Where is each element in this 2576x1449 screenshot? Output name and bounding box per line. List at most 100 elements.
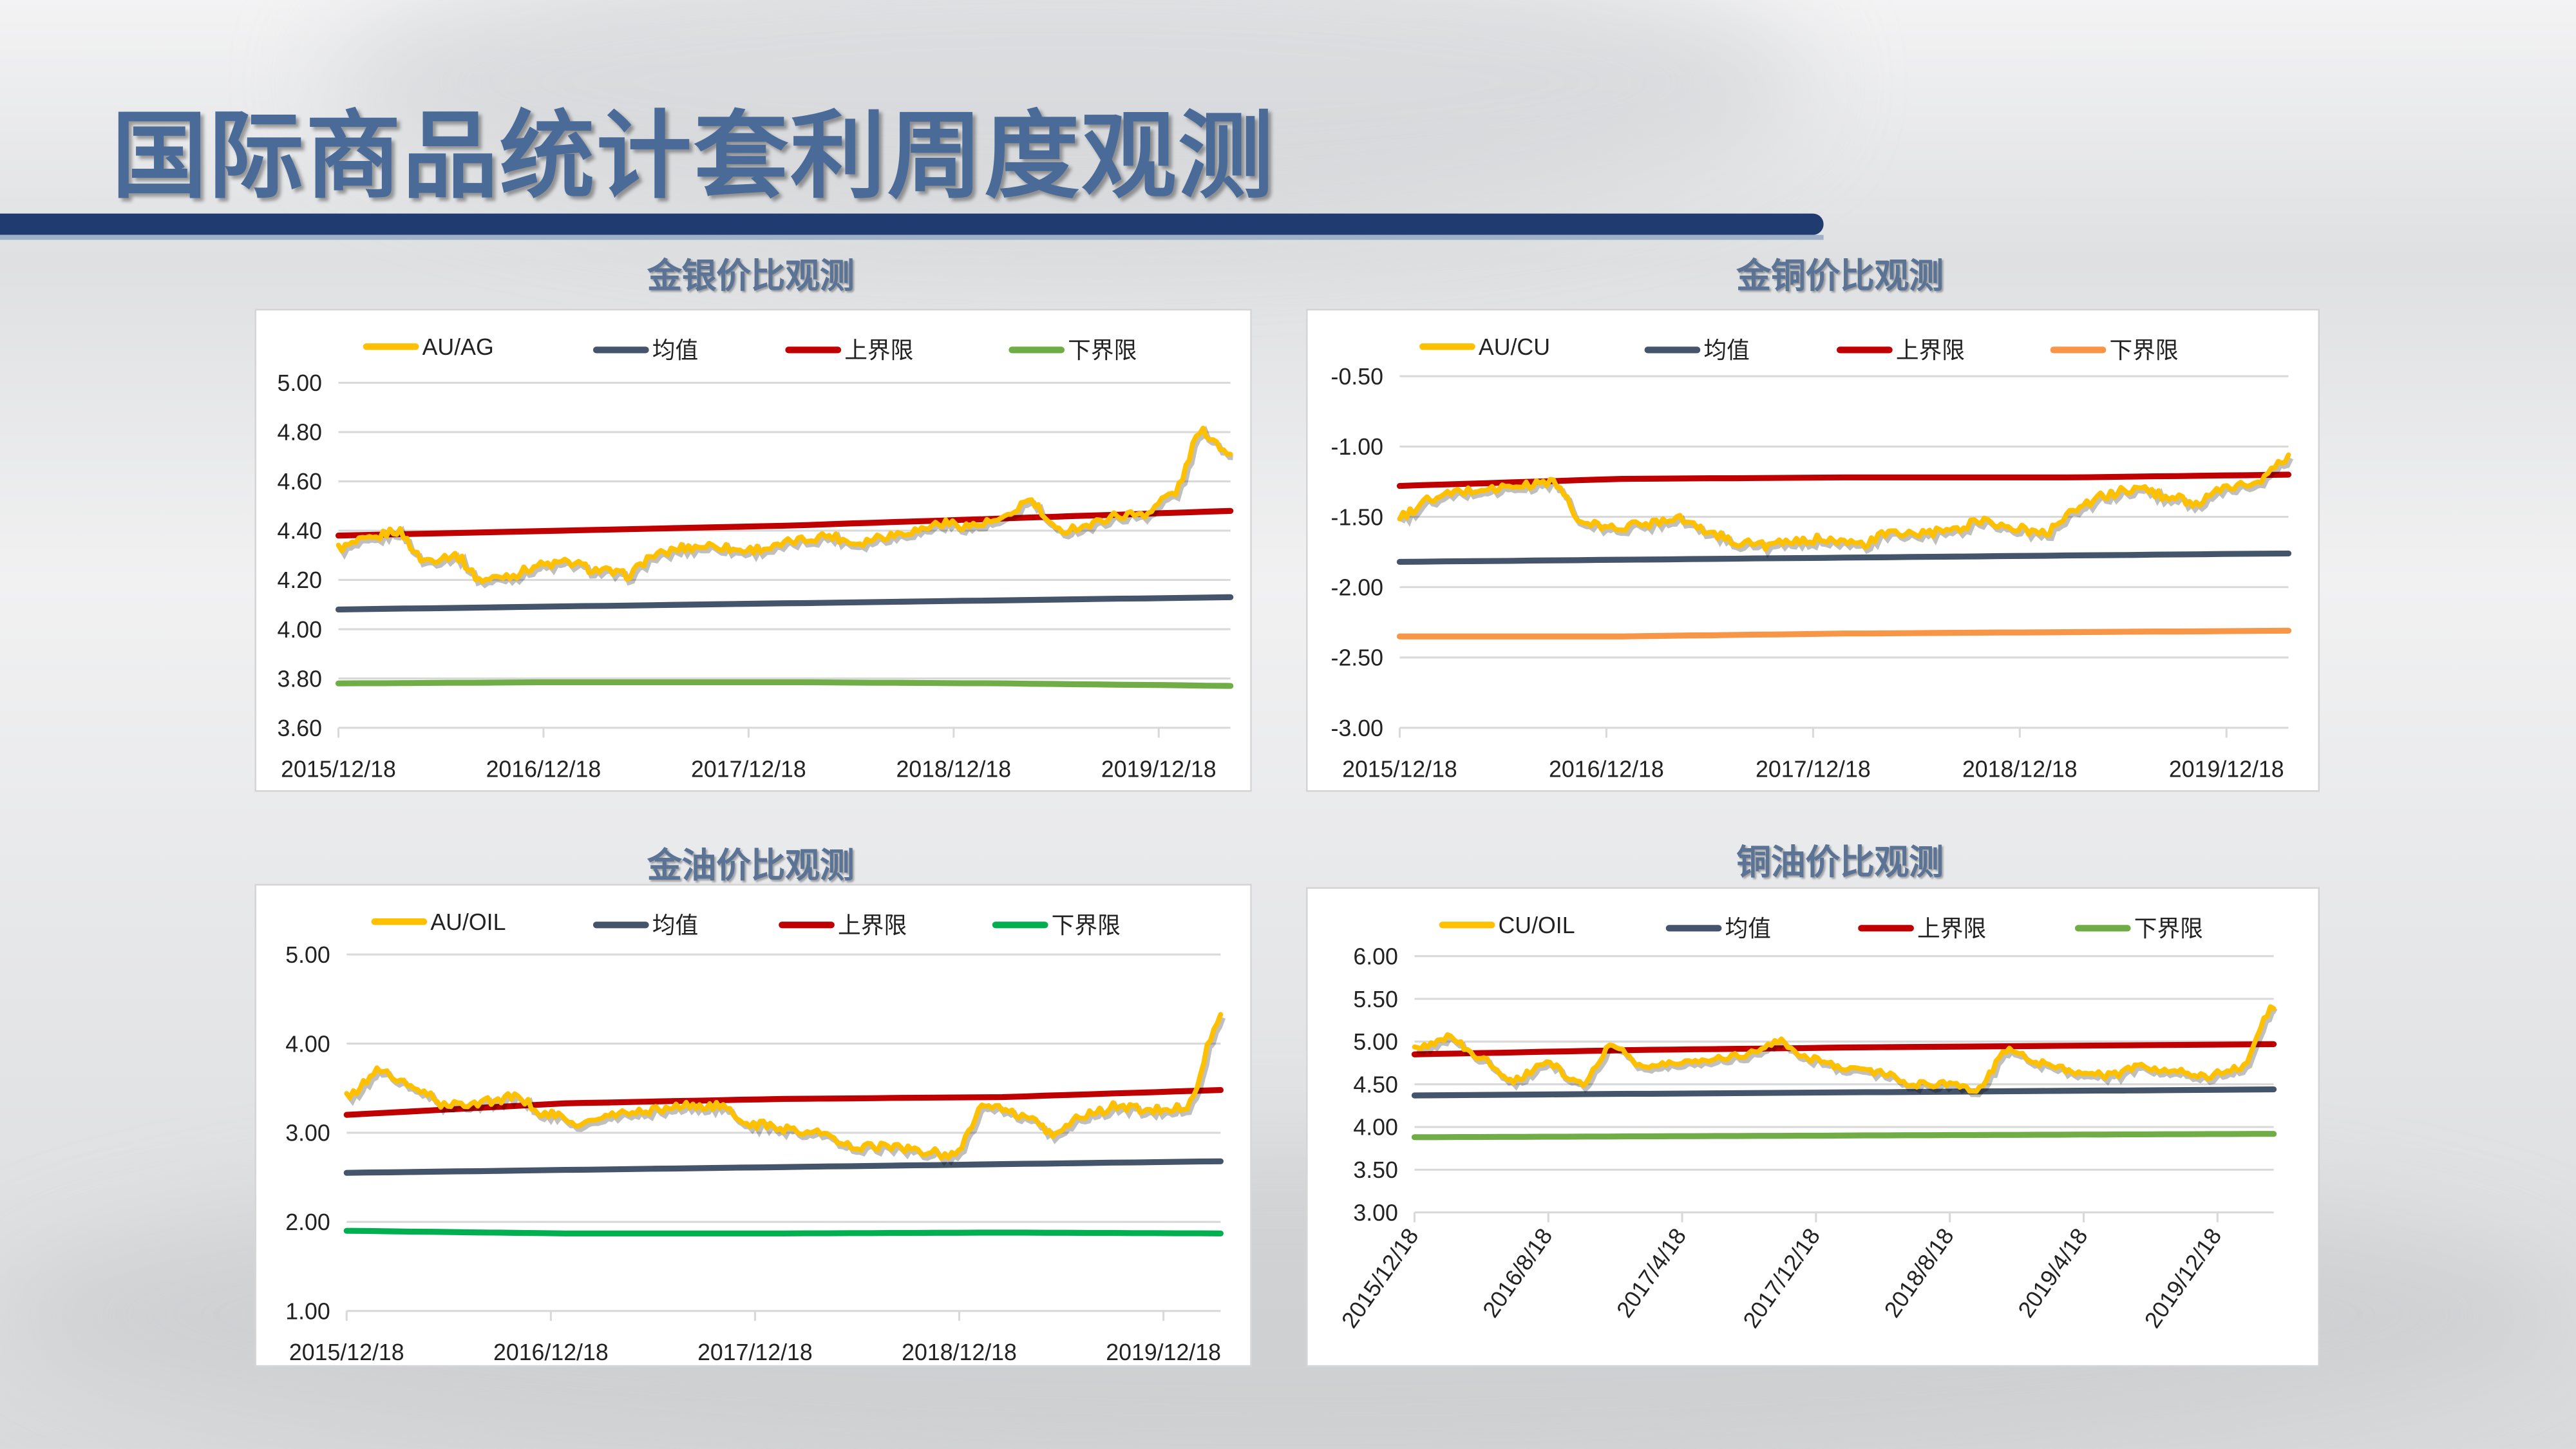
y-tick-label: 1.00: [285, 1298, 330, 1324]
x-tick-label: 2016/12/18: [493, 1340, 609, 1365]
series-line-mean: [1396, 550, 2292, 565]
y-tick-label: 3.00: [285, 1121, 330, 1146]
y-tick-label: 4.00: [277, 617, 322, 643]
legend-item: 均值: [592, 334, 699, 366]
legend-item: 上界限: [1837, 334, 1965, 366]
y-tick-label: 5.00: [277, 370, 322, 396]
legend-item: 下界限: [992, 909, 1121, 942]
legend-swatch: [1665, 925, 1722, 932]
series-line-upper-bound: [335, 507, 1234, 539]
x-tick-label: 2016/8/18: [1478, 1224, 1558, 1322]
y-tick-label: 3.80: [277, 666, 322, 692]
legend-item: AU/OIL: [371, 908, 506, 935]
series-shadow: [1399, 457, 2294, 558]
y-tick-label: 2.00: [285, 1209, 330, 1235]
y-tick-label: -2.00: [1331, 574, 1383, 600]
legend-swatch: [363, 343, 419, 350]
y-tick-label: 4.20: [277, 567, 322, 593]
y-tick-label: -1.50: [1331, 504, 1383, 530]
chart-title-au-oil: 金油价比观测: [647, 846, 855, 886]
y-tick-label: -3.00: [1331, 715, 1383, 741]
legend-label: 上界限: [1917, 914, 1987, 942]
chart-title-au-ag: 金银价比观测: [647, 256, 855, 296]
y-tick-label: 4.40: [277, 518, 322, 544]
series-line-upper-bound: [343, 1086, 1224, 1118]
legend-item: 均值: [1644, 334, 1750, 366]
legend-item: 下界限: [1009, 334, 1137, 366]
legend-swatch: [1858, 925, 1914, 932]
legend-swatch: [592, 346, 649, 354]
page-title: 国际商品统计套利周度观测: [111, 100, 1275, 213]
title-underline-bar: [0, 213, 1824, 235]
y-tick-label: 5.50: [1353, 987, 1398, 1012]
legend-swatch: [371, 918, 428, 925]
series-line-ratio: [1412, 1004, 2277, 1094]
y-tick-label: 6.00: [1353, 943, 1398, 969]
legend-item: 上界限: [785, 334, 913, 366]
chart-au-oil: 1.00 2.00 3.00 4.00 5.00 2015/12/18 2016/12/18…: [254, 884, 1252, 1367]
legend-item: 下界限: [2050, 334, 2179, 366]
legend-label: CU/OIL: [1498, 911, 1575, 938]
legend-swatch: [1439, 922, 1495, 929]
x-tick-label: 2018/12/18: [1962, 757, 2078, 782]
x-tick-label: 2017/4/18: [1611, 1224, 1691, 1322]
series-line-ratio: [336, 425, 1233, 585]
chart-cu-oil: 3.00 3.50 4.00 4.50 5.00 5.50 6.00 2015/12/18 20…: [1306, 887, 2320, 1367]
legend-label: AU/OIL: [430, 908, 506, 935]
legend-swatch: [1009, 346, 1065, 354]
x-tick-label: 2019/12/18: [1106, 1340, 1221, 1365]
series-shadow: [338, 425, 1233, 589]
x-tick-label: 2019/12/18: [2169, 757, 2284, 782]
x-tick-label: 2019/12/18: [1101, 757, 1217, 782]
series-line-lower-bound: [335, 679, 1234, 689]
legend-swatch: [592, 922, 649, 929]
legend-swatch: [779, 922, 835, 929]
legend-label: 均值: [652, 336, 699, 363]
legend-item: 均值: [592, 909, 699, 942]
y-tick-label: 4.00: [1353, 1115, 1398, 1141]
x-tick-label: 2015/12/18: [281, 757, 396, 782]
x-tick-label: 2017/12/18: [1738, 1224, 1825, 1332]
y-tick-label: 4.60: [277, 469, 322, 495]
series-line-mean: [335, 594, 1234, 613]
legend-swatch: [1419, 343, 1475, 350]
x-tick-label: 2015/12/18: [289, 1340, 404, 1365]
legend-swatch: [1644, 346, 1701, 354]
title-underline-accent: [0, 234, 1824, 240]
legend-item: 均值: [1665, 912, 1771, 945]
y-tick-label: 5.00: [1353, 1029, 1398, 1055]
legend-label: 均值: [1703, 336, 1750, 363]
y-tick-label: -0.50: [1331, 364, 1383, 390]
legend-label: 下界限: [1068, 336, 1137, 363]
series-line-mean: [343, 1158, 1224, 1176]
series-line-lower-bound: [1396, 627, 2292, 639]
legend-label: AU/CU: [1478, 333, 1551, 360]
y-tick-label: -1.00: [1331, 434, 1383, 460]
legend-item: 下界限: [2074, 912, 2203, 945]
y-tick-label: 5.00: [285, 942, 330, 968]
legend-swatch: [2050, 346, 2107, 354]
legend-label: AU/AG: [422, 333, 494, 360]
chart-title-cu-oil: 铜油价比观测: [1736, 842, 1944, 882]
legend-item: AU/AG: [363, 334, 494, 360]
x-tick-label: 2017/12/18: [1756, 757, 1871, 782]
legend-item: AU/CU: [1419, 334, 1550, 360]
series-line-lower-bound: [343, 1227, 1224, 1236]
legend-swatch: [1837, 346, 1893, 354]
y-tick-label: -2.50: [1331, 645, 1383, 671]
legend-item: 上界限: [1858, 912, 1986, 945]
chart-au-ag: 3.60 3.80 4.00 4.20 4.40 4.60 4.80 5.00 2015/12/…: [254, 308, 1252, 792]
legend-swatch: [785, 346, 842, 354]
x-tick-label: 2016/12/18: [486, 757, 601, 782]
x-tick-label: 2019/4/18: [2013, 1224, 2093, 1322]
legend-label: 下界限: [1051, 911, 1121, 938]
background-decoration: [328, 0, 1808, 231]
y-tick-label: 4.50: [1353, 1072, 1398, 1097]
legend-label: 均值: [652, 911, 699, 938]
y-tick-label: 3.50: [1353, 1157, 1398, 1183]
series-line-upper-bound: [1411, 1041, 2277, 1057]
series-line-ratio: [344, 1012, 1224, 1161]
legend-label: 上界限: [844, 336, 914, 363]
legend-swatch: [992, 922, 1048, 929]
